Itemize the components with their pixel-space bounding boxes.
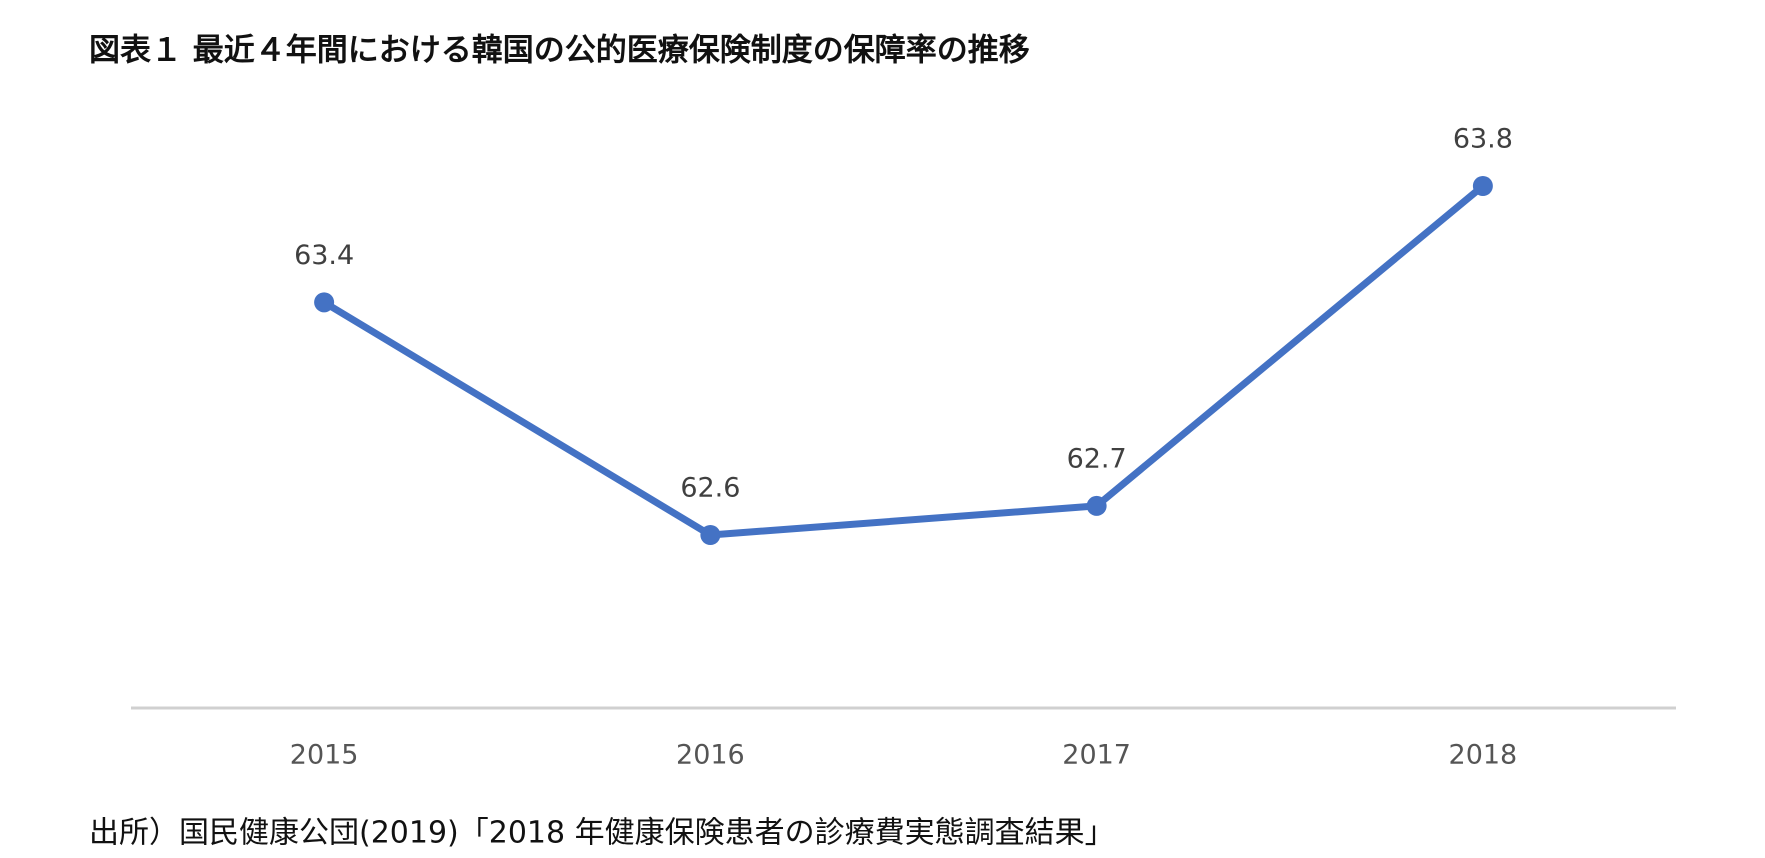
point bbox=[1086, 495, 1107, 516]
x-tick-label: 2016 bbox=[676, 740, 745, 771]
point bbox=[314, 292, 335, 313]
point bbox=[1472, 176, 1493, 196]
data-label: 62.6 bbox=[680, 473, 740, 504]
line bbox=[322, 183, 1486, 539]
data-label: 62.7 bbox=[1067, 443, 1127, 474]
x-tick-label: 2017 bbox=[1062, 740, 1131, 771]
x-tick-label: 2018 bbox=[1449, 740, 1518, 771]
chart-title: 図表１ 最近４年間における韓国の公的医療保険制度の保障率の推移 bbox=[89, 33, 1030, 69]
x-tick-label: 2015 bbox=[290, 740, 359, 771]
data-label: 63.4 bbox=[294, 240, 354, 271]
source-note: 出所）国民健康公団(2019)「2018 年健康保険患者の診療費実態調査結果」 bbox=[89, 816, 1115, 851]
point bbox=[700, 525, 721, 545]
data-label: 63.8 bbox=[1453, 124, 1513, 155]
